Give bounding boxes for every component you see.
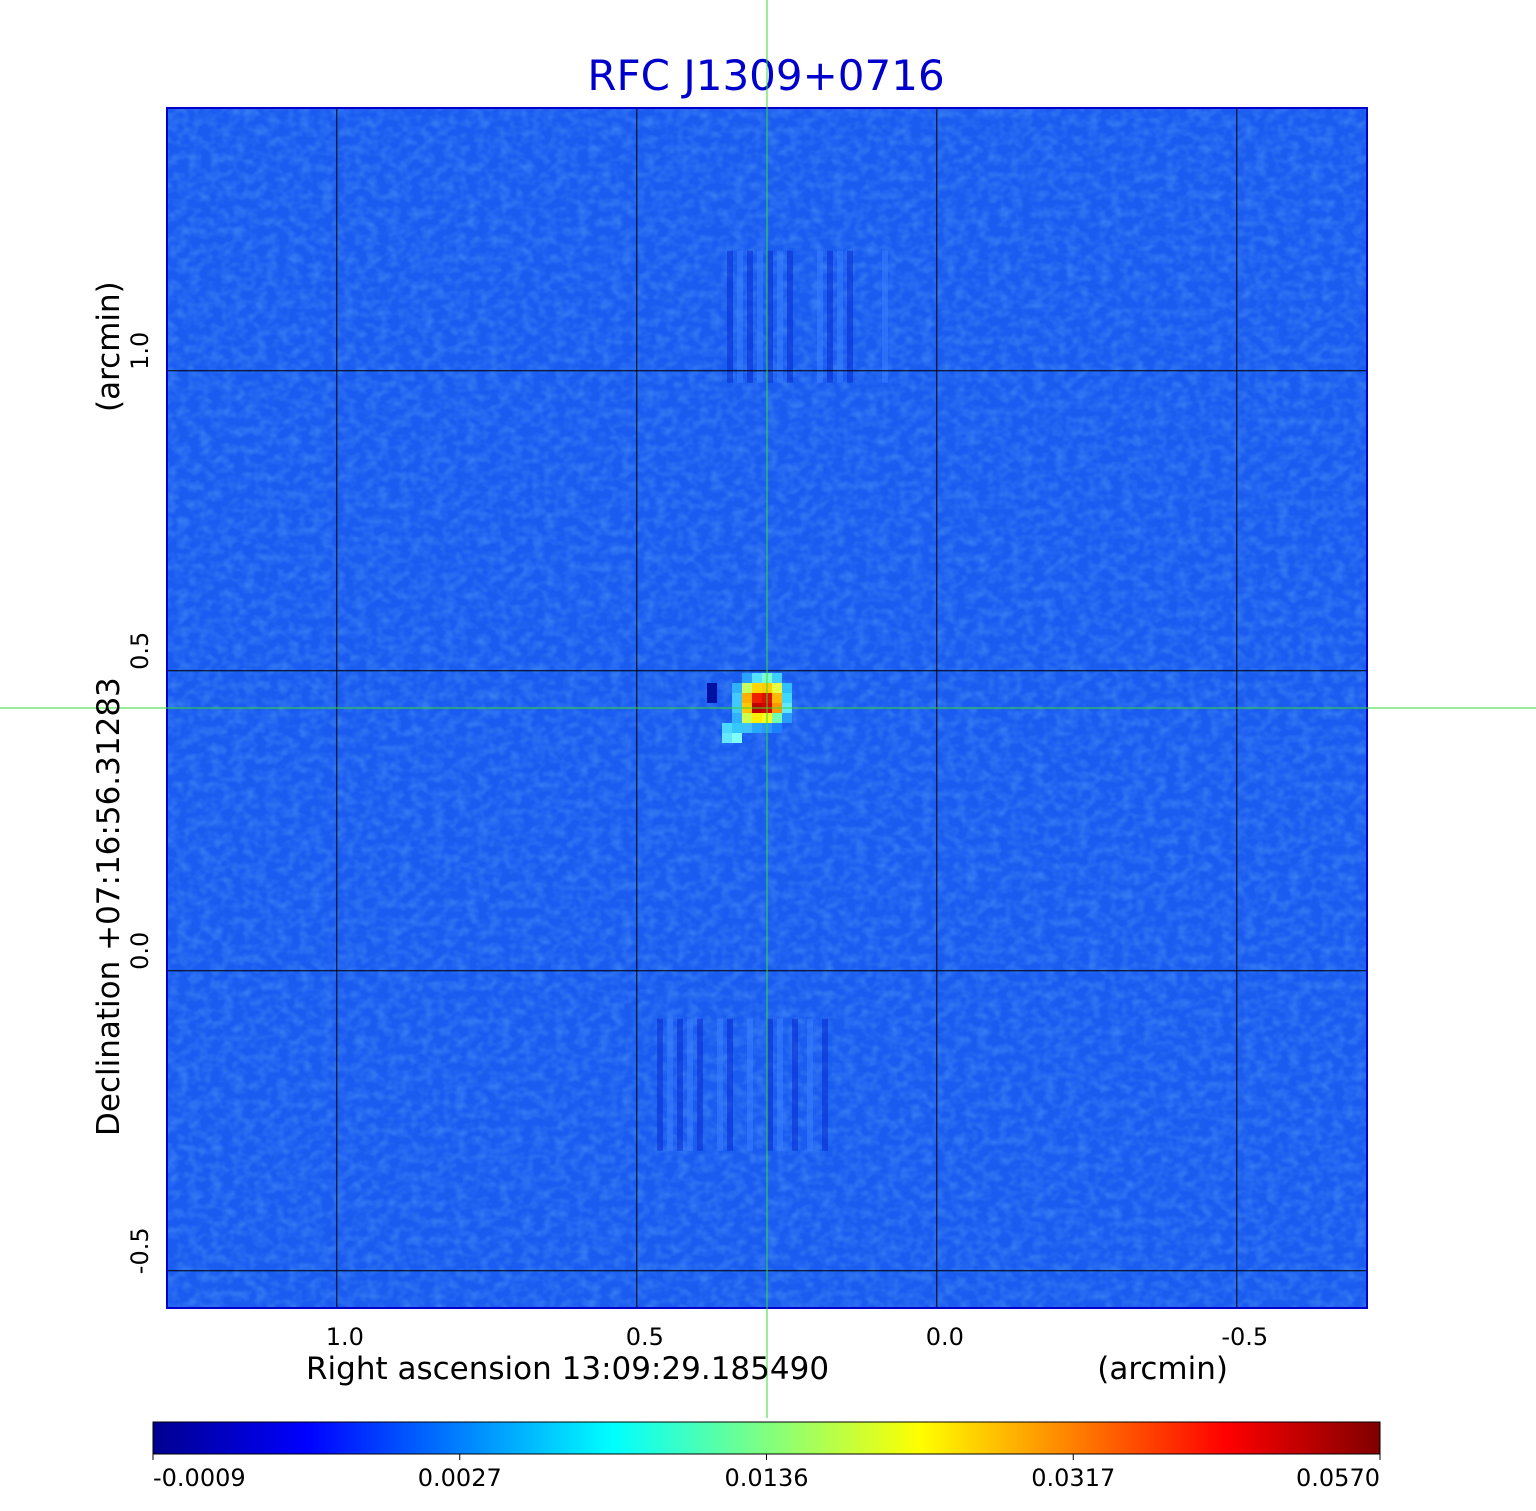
source-pixel <box>772 683 782 693</box>
chart-title: RFC J1309+0716 <box>587 51 944 100</box>
source-pixel <box>722 723 732 733</box>
source-pixel <box>772 693 782 703</box>
sidelobe-stripe <box>727 1018 733 1151</box>
source-pixel <box>742 713 752 723</box>
sidelobe-stripe <box>882 250 888 383</box>
source-pixel <box>732 683 742 693</box>
source-pixel <box>742 693 752 703</box>
source-pixel <box>732 713 742 723</box>
colorbar-tick-label: 0.0317 <box>1031 1464 1115 1492</box>
sidelobe-stripe <box>717 1018 723 1151</box>
source-pixel <box>742 673 752 683</box>
y-tick-label: 0.5 <box>126 632 154 670</box>
source-pixel <box>732 693 742 703</box>
sidelobe-stripe <box>737 250 743 383</box>
x-axis-unit: (arcmin) <box>1097 1351 1228 1387</box>
source-pixel <box>732 723 742 733</box>
y-axis-unit: (arcmin) <box>91 281 127 412</box>
sidelobe-stripe <box>697 1018 703 1151</box>
y-tick-label: 1.0 <box>126 332 154 370</box>
source-pixel <box>772 723 782 733</box>
sidelobe-stripe <box>747 1018 753 1151</box>
sidelobe-stripe <box>837 250 843 383</box>
x-tick-label: 1.0 <box>326 1323 364 1351</box>
source-pixel <box>772 713 782 723</box>
source-pixel <box>752 673 762 683</box>
source-pixel <box>752 693 762 703</box>
x-tick-label: 0.5 <box>626 1323 664 1351</box>
colorbar-gradient <box>152 1421 1381 1455</box>
colorbar-tick-label: 0.0136 <box>725 1464 809 1492</box>
source-pixel <box>752 683 762 693</box>
source-pixel <box>752 723 762 733</box>
sidelobe-stripe <box>757 250 763 383</box>
source-pixel <box>772 673 782 683</box>
sidelobe-stripe <box>727 250 733 383</box>
sidelobe-stripe <box>807 1018 813 1151</box>
sidelobe-stripe <box>657 1018 663 1151</box>
y-axis-label: Declination +07:16:56.31283 <box>91 677 127 1136</box>
x-tick-label: -0.5 <box>1221 1323 1268 1351</box>
source-pixel <box>752 713 762 723</box>
colorbar: -0.0009 0.0027 0.0136 0.0317 0.0570 <box>152 1421 1381 1492</box>
sidelobe-stripe <box>827 250 833 383</box>
colorbar-tick-labels: -0.0009 0.0027 0.0136 0.0317 0.0570 <box>152 1454 1381 1492</box>
source-pixel <box>742 723 752 733</box>
source-pixel <box>732 733 742 743</box>
sidelobe-pattern <box>657 250 888 1151</box>
sidelobe-stripe <box>847 250 853 383</box>
colorbar-tick-label: 0.0570 <box>1296 1464 1380 1492</box>
x-tick-labels: 1.0 0.5 0.0 -0.5 <box>326 1323 1269 1351</box>
sidelobe-stripe <box>767 1018 773 1151</box>
colorbar-tick-label: 0.0027 <box>418 1464 502 1492</box>
source-pixel <box>742 683 752 693</box>
sidelobe-stripe <box>792 1018 798 1151</box>
sidelobe-stripe <box>767 250 773 383</box>
sidelobe-stripe <box>677 1018 683 1151</box>
sidelobe-stripe <box>777 1018 783 1151</box>
sidelobe-stripe <box>817 250 823 383</box>
source-pixel <box>782 693 792 703</box>
sidelobe-stripe <box>687 1018 693 1151</box>
source-pixel <box>782 683 792 693</box>
sidelobe-stripe <box>667 1018 673 1151</box>
y-tick-label: -0.5 <box>126 1227 154 1274</box>
sidelobe-stripe <box>787 250 793 383</box>
y-tick-labels: 1.0 0.5 0.0 -0.5 <box>126 332 154 1275</box>
source-pixel <box>782 713 792 723</box>
negative-pixel <box>707 683 717 703</box>
sidelobe-stripe <box>747 250 753 383</box>
crosshair <box>0 0 1536 1418</box>
sidelobe-stripe <box>777 250 783 383</box>
sidelobe-stripe <box>822 1018 828 1151</box>
colorbar-tick-label: -0.0009 <box>153 1464 246 1492</box>
y-tick-label: 0.0 <box>126 932 154 970</box>
x-tick-label: 0.0 <box>926 1323 964 1351</box>
x-axis-label: Right ascension 13:09:29.185490 <box>306 1351 829 1387</box>
source-pixel <box>722 733 732 743</box>
